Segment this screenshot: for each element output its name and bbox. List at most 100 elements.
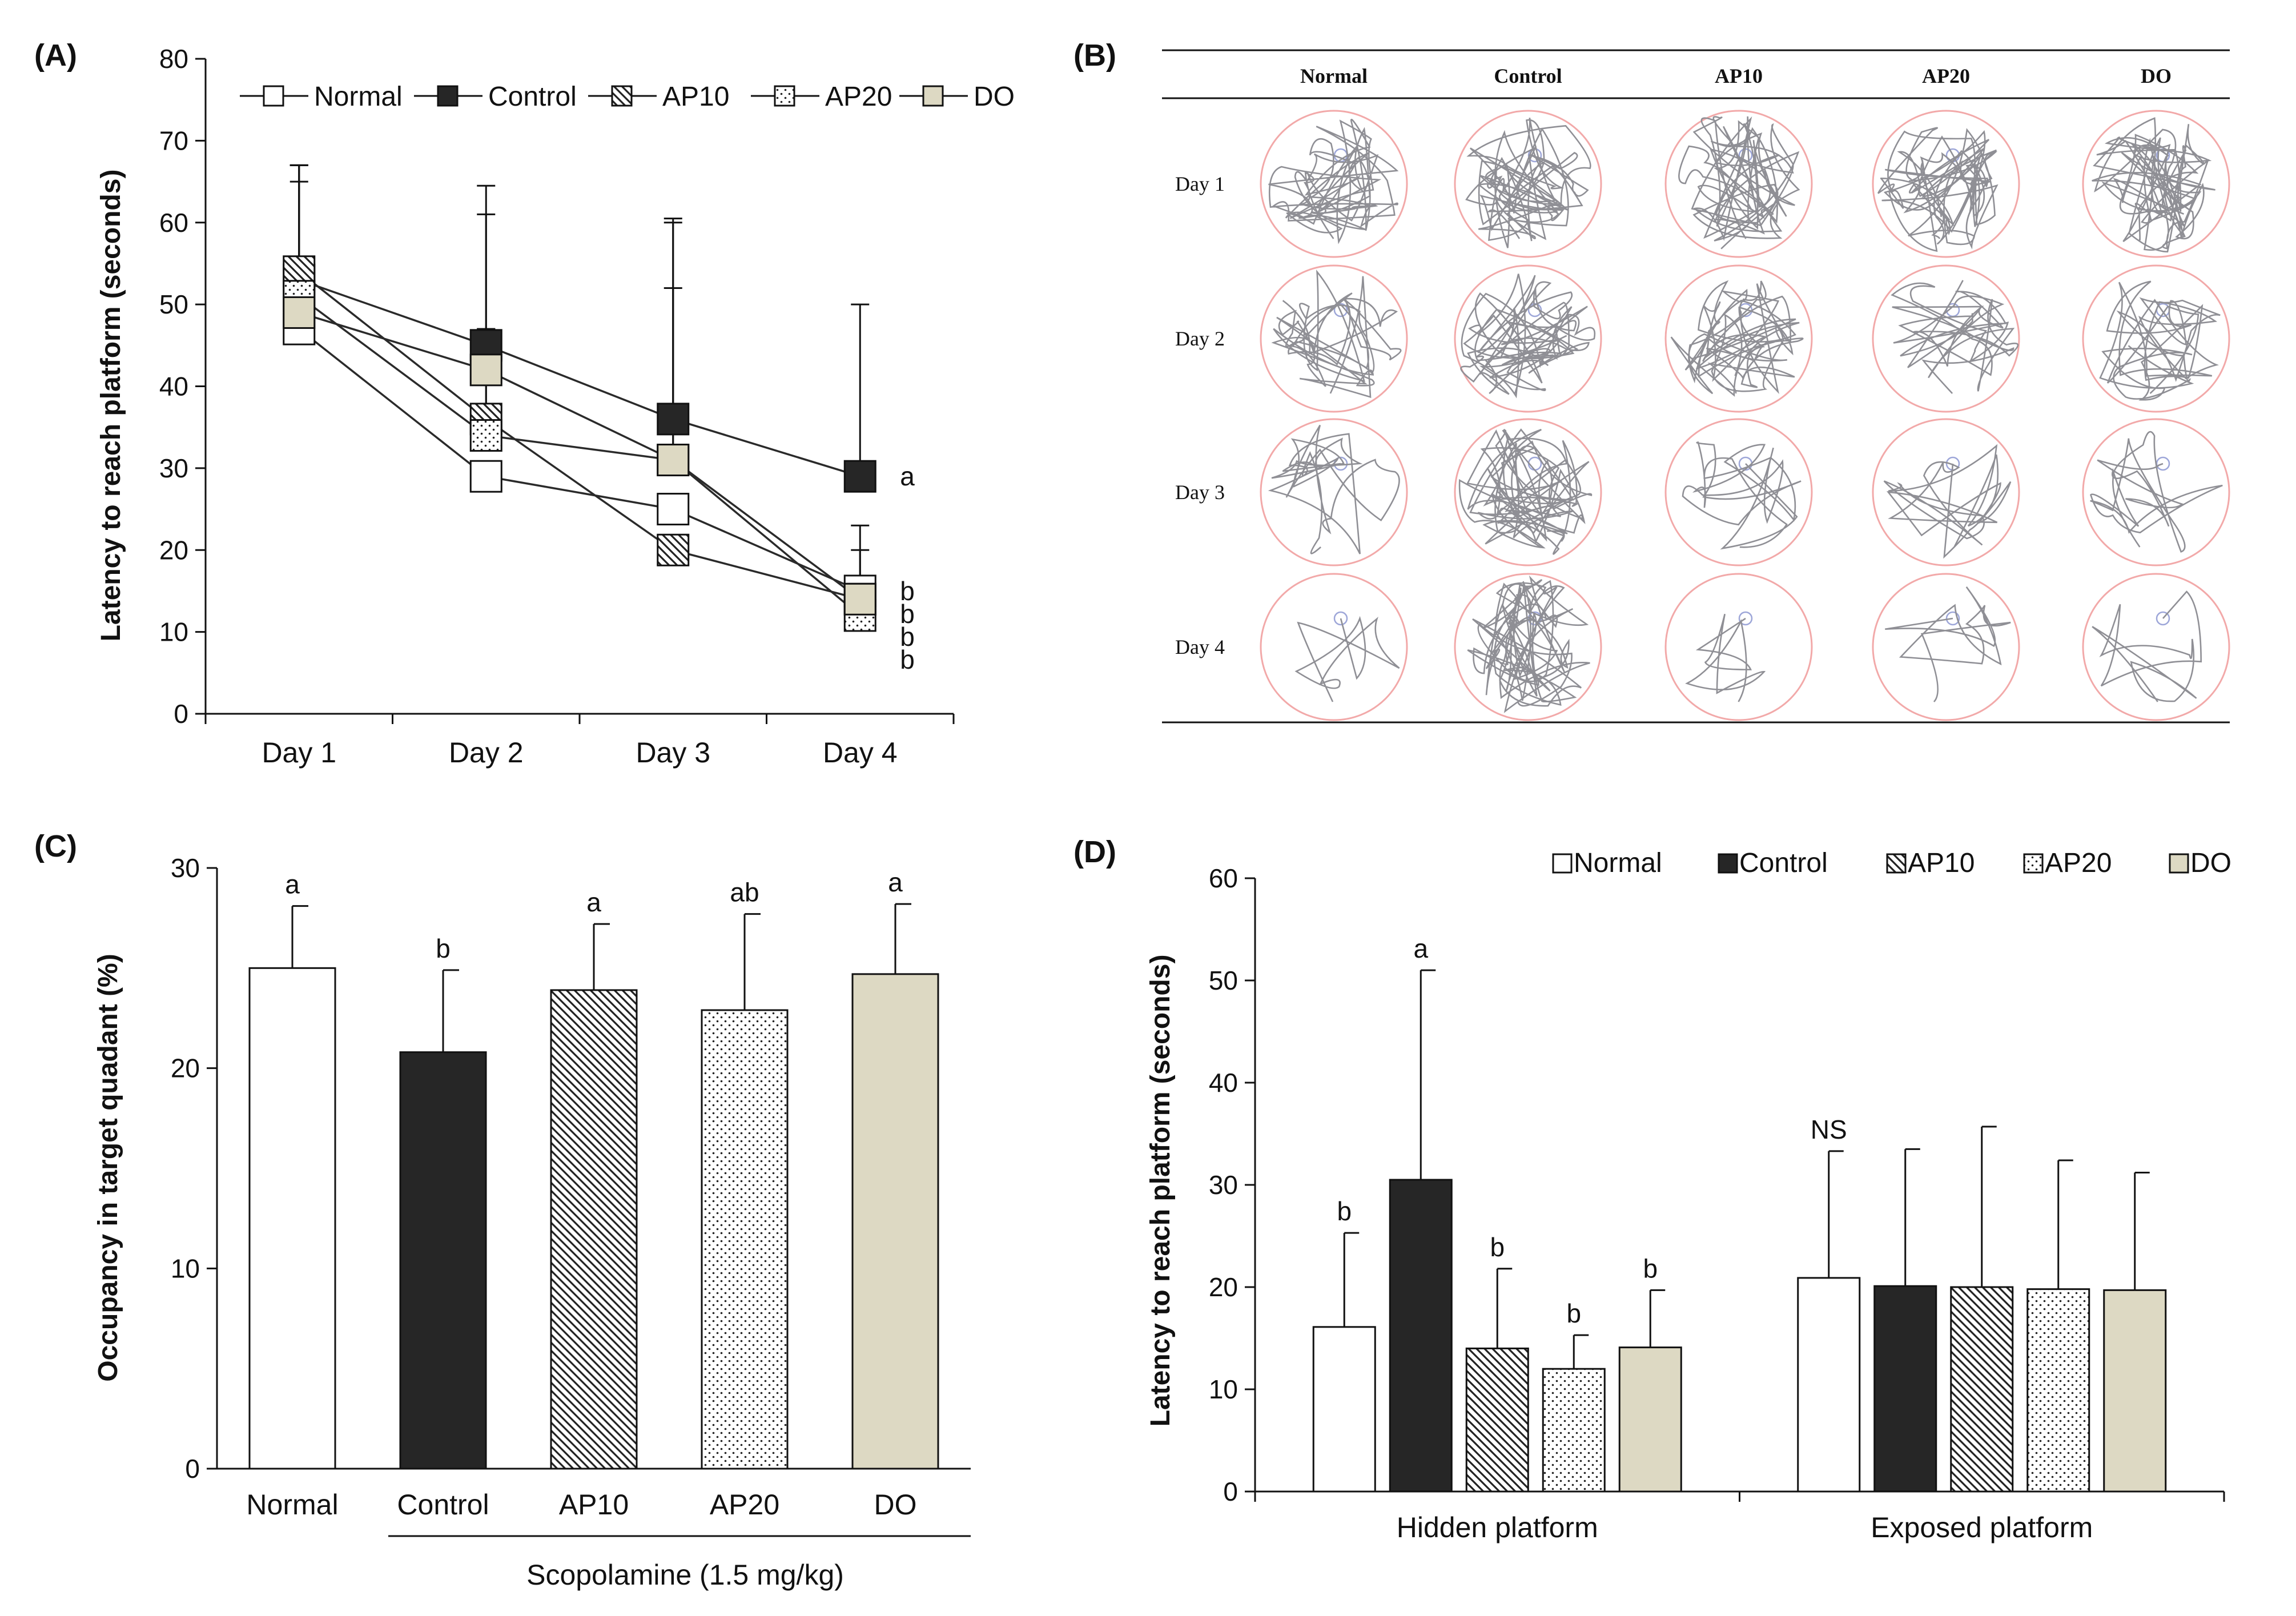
legend-swatch-normal — [1552, 853, 1573, 874]
swim-trace — [1467, 575, 1590, 713]
legend-label-do: DO — [2190, 848, 2231, 878]
swim-trace — [1271, 270, 1402, 399]
swim-trace — [2099, 280, 2221, 401]
column-header-ap10: AP10 — [1715, 65, 1763, 87]
panel-c-y-tick-label: 0 — [185, 1454, 200, 1484]
x-tick-label-ap20: AP20 — [710, 1489, 779, 1521]
platform-marker — [2156, 611, 2170, 626]
significance-letter-normal: b — [900, 576, 915, 606]
panel-a-markers — [283, 255, 876, 632]
panel-a-y-tick-label: 20 — [159, 535, 188, 565]
series-line-control — [299, 279, 861, 477]
panel-d-y-tick-label: 0 — [1223, 1477, 1238, 1506]
marker-ap10-day-3 — [657, 533, 690, 566]
panel-label-d: (D) — [1073, 835, 1116, 869]
marker-do-day-4 — [843, 582, 876, 616]
bar-do-exposed-platform — [2103, 1289, 2167, 1493]
panel-a-y-tick-label: 50 — [159, 290, 188, 319]
column-header-control: Control — [1494, 65, 1562, 87]
significance-letter-ap20: b — [900, 645, 915, 674]
series-line-ap20 — [298, 295, 861, 617]
bar-ap10 — [550, 989, 638, 1470]
platform-marker — [1527, 303, 1542, 317]
significance-letter-normal: a — [285, 870, 300, 899]
swim-trace — [1460, 274, 1596, 399]
swim-trace — [2092, 590, 2202, 702]
arena-circle — [1260, 264, 1408, 413]
panel-a-y-tick-label: 40 — [159, 372, 188, 401]
bar-control — [399, 1051, 487, 1470]
significance-letter-ap10-hidden-platform: b — [1490, 1232, 1505, 1262]
x-tick-label-normal: Normal — [246, 1489, 338, 1521]
marker-normal-day-3 — [657, 493, 690, 526]
significance-letter-do-hidden-platform: b — [1643, 1253, 1658, 1283]
legend-label-ap10: AP10 — [662, 82, 729, 112]
swim-path-ap20-day-3 — [1872, 418, 2020, 566]
marker-ap20-day-2 — [469, 419, 502, 452]
platform-marker — [1333, 303, 1348, 317]
swim-trace — [1682, 441, 1802, 550]
panel-c-y-tick-label: 30 — [171, 853, 200, 883]
panel-a-y-tick-label: 60 — [159, 208, 188, 238]
platform-marker — [1945, 611, 1960, 626]
panel-c-y-tick-label: 20 — [171, 1054, 200, 1083]
significance-letter-ap20-hidden-platform: b — [1566, 1299, 1581, 1328]
legend-marker-ap10 — [611, 85, 633, 107]
swim-trace — [1294, 616, 1400, 702]
panel-c-y-axis-label: Occupancy in target quadant (%) — [93, 954, 123, 1381]
row-label-day-1: Day 1 — [1175, 172, 1225, 195]
platform-marker — [1738, 611, 1753, 626]
arena-circle — [1260, 110, 1408, 258]
swim-path-control-day-3 — [1454, 418, 1602, 566]
swim-path-ap10-day-1 — [1664, 110, 1813, 258]
x-tick-label-do: DO — [874, 1489, 917, 1521]
legend-marker-ap20 — [774, 85, 795, 107]
swim-path-do-day-4 — [2082, 573, 2230, 721]
panel-a-y-tick-label: 10 — [159, 617, 188, 647]
panel-d-axes: 0 10 20 30 40 50 60 Hidden platform Exposed plat… — [1209, 863, 2225, 1543]
swim-path-do-day-1 — [2082, 110, 2230, 258]
swim-path-ap20-day-4 — [1872, 573, 2020, 721]
legend-swatch-ap20 — [2023, 853, 2044, 874]
bar-control-exposed-platform — [1873, 1285, 1937, 1493]
swim-trace — [1885, 586, 2011, 702]
panel-a-x-tick-label: Day 3 — [636, 737, 710, 769]
panel-d-legend: Normal Control AP10 AP20 DO — [1552, 848, 2231, 878]
panel-c-x-axis-label: Scopolamine (1.5 mg/kg) — [526, 1559, 844, 1591]
arena-circle — [1454, 573, 1602, 721]
x-tick-label-ap10: AP10 — [559, 1489, 629, 1521]
legend-label-control: Control — [488, 82, 577, 112]
bar-normal-hidden-platform — [1312, 1326, 1376, 1493]
significance-letter-do: a — [888, 867, 903, 897]
panel-d-y-axis-label: Latency to reach platform (seconds) — [1145, 955, 1176, 1427]
bar-control-hidden-platform — [1389, 1179, 1453, 1493]
legend-marker-normal — [263, 85, 284, 107]
panel-c-y-tick-label: 10 — [171, 1253, 200, 1283]
column-header-normal: Normal — [1300, 65, 1368, 87]
arena-circle — [1260, 573, 1408, 721]
swim-trace — [1465, 117, 1591, 248]
arena-circle — [1260, 418, 1408, 566]
legend-label-do: DO — [974, 82, 1015, 112]
bar-do — [851, 973, 939, 1470]
legend-label-ap10: AP10 — [1908, 848, 1975, 878]
swim-trace — [1685, 613, 1766, 702]
panel-d-y-tick-label: 10 — [1209, 1374, 1238, 1404]
marker-control-day-4 — [843, 460, 876, 493]
swim-path-ap10-day-2 — [1664, 264, 1813, 413]
panel-c-bars: a Normal b Control a AP10 ab AP20 a DO — [246, 867, 939, 1521]
platform-marker — [1333, 611, 1348, 626]
panel-c-bar-chart: Occupancy in target quadant (%) 0102030 … — [93, 853, 971, 1591]
panel-a-y-tick-label: 0 — [174, 699, 188, 729]
column-header-ap20: AP20 — [1922, 65, 1970, 87]
panel-a-y-axis-label: Latency to reach platform (seconds) — [96, 170, 126, 642]
swim-trace — [2090, 431, 2223, 553]
arena-circle — [1872, 110, 2020, 258]
swim-path-do-day-2 — [2082, 264, 2230, 413]
panel-a-axes: 0 10 20 30 40 50 60 70 80 Day 1 Day 2 Day 3 Day 4 — [159, 44, 955, 769]
legend-marker-control — [437, 85, 459, 107]
swim-trace — [2092, 117, 2215, 253]
swim-path-normal-day-1 — [1260, 110, 1408, 258]
